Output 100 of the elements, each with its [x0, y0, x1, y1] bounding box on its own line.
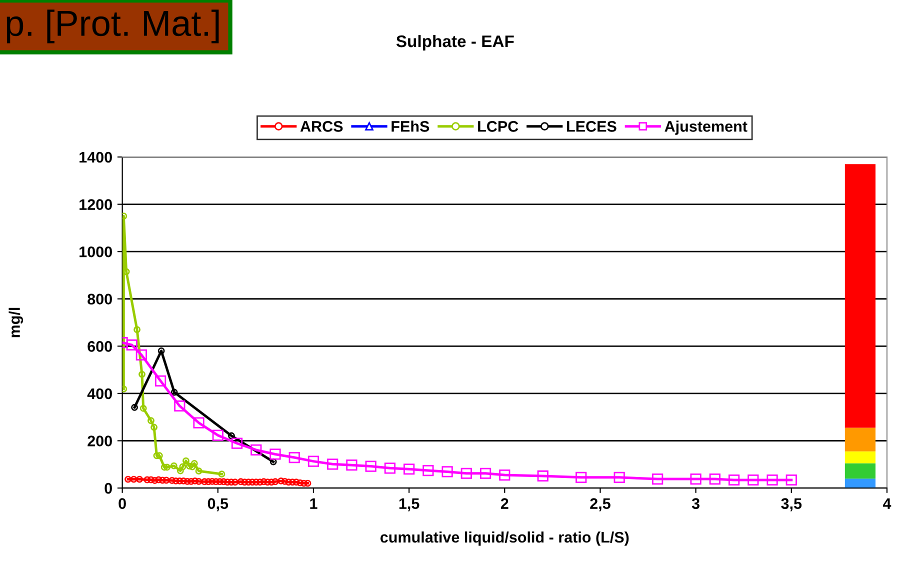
point	[288, 478, 296, 486]
point	[285, 478, 292, 486]
y-tick-label: 800	[88, 294, 112, 305]
point	[346, 460, 358, 471]
point	[252, 478, 260, 486]
bar	[844, 428, 876, 452]
point	[442, 466, 453, 478]
point	[155, 476, 162, 484]
point	[272, 478, 279, 486]
point	[268, 478, 275, 486]
point	[576, 472, 587, 483]
point	[537, 470, 548, 482]
point	[138, 370, 146, 378]
legend-label: Ajustement	[664, 120, 748, 135]
x-tick-label: 4	[882, 498, 892, 509]
legend-label: LECES	[567, 121, 616, 132]
point	[153, 452, 160, 460]
point	[170, 388, 178, 396]
point	[208, 478, 216, 485]
point	[195, 478, 202, 485]
point	[124, 476, 132, 483]
point	[728, 474, 740, 486]
point	[480, 468, 492, 479]
chart-title: Sulphate - EAF	[396, 34, 514, 50]
point	[182, 457, 190, 464]
point	[216, 478, 224, 486]
x-axis-title: cumulative liquid/solid - ratio (L/S)	[380, 531, 629, 546]
point	[786, 474, 797, 486]
point	[204, 478, 212, 486]
x-tick-label: 0,5	[208, 498, 228, 512]
point	[172, 477, 180, 484]
point	[766, 474, 778, 486]
point	[264, 478, 272, 486]
point	[384, 462, 396, 474]
point	[144, 476, 151, 484]
point	[614, 472, 625, 483]
point	[300, 480, 308, 487]
bar	[844, 164, 876, 428]
point	[188, 478, 195, 485]
point	[186, 462, 193, 470]
point	[162, 476, 170, 484]
point	[237, 478, 244, 486]
legend-label: ARCS	[300, 121, 343, 132]
point	[228, 432, 235, 440]
point	[365, 460, 376, 472]
x-tick-label: 3	[692, 498, 700, 510]
point	[140, 404, 147, 412]
point	[195, 468, 202, 474]
point	[460, 468, 472, 479]
point	[304, 480, 312, 487]
point	[241, 478, 248, 486]
point	[148, 476, 154, 484]
point	[256, 478, 264, 486]
point	[652, 474, 664, 485]
point	[212, 478, 220, 486]
point	[158, 347, 165, 354]
bar	[844, 478, 876, 488]
point	[136, 349, 147, 360]
point	[193, 417, 204, 428]
point	[709, 474, 720, 485]
point	[499, 469, 510, 481]
y-tick-label: 400	[87, 388, 112, 400]
point	[220, 478, 228, 486]
x-tick-label: 2	[500, 498, 508, 509]
point	[292, 478, 300, 486]
point	[232, 478, 239, 486]
point	[270, 448, 281, 460]
point	[160, 464, 168, 471]
point	[156, 452, 163, 460]
point	[201, 478, 208, 486]
point	[154, 375, 166, 386]
x-tick-label: 3,5	[781, 498, 802, 512]
point	[168, 477, 176, 484]
point	[191, 477, 198, 484]
bar	[844, 451, 876, 464]
y-tick-label: 600	[88, 341, 112, 352]
point	[151, 477, 158, 484]
y-tick-label: 1400	[80, 152, 112, 163]
point	[296, 479, 304, 486]
point	[270, 458, 277, 466]
point	[150, 424, 158, 431]
y-tick-label: 200	[88, 436, 112, 446]
point	[690, 474, 702, 485]
point	[250, 444, 262, 456]
y-tick-label: 1200	[80, 199, 112, 210]
y-tick-label: 1000	[80, 246, 112, 258]
point	[228, 478, 235, 486]
point	[245, 478, 252, 486]
point	[748, 474, 759, 486]
point	[224, 478, 231, 486]
point	[158, 476, 166, 484]
point	[170, 462, 178, 470]
point	[179, 463, 186, 470]
bar	[844, 463, 876, 479]
point	[184, 478, 191, 485]
point	[190, 460, 198, 467]
y-tick-label: 0	[104, 482, 112, 494]
point	[131, 404, 138, 411]
point	[180, 477, 187, 484]
point	[327, 458, 338, 470]
